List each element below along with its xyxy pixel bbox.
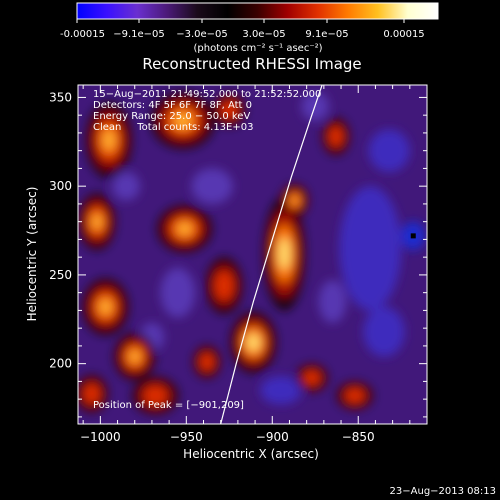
heatmap-high-region <box>199 353 214 371</box>
y-tick-label: 200 <box>49 357 72 371</box>
chart-title: Reconstructed RHESSI Image <box>142 55 361 73</box>
heatmap-high-region <box>173 112 193 129</box>
y-tick-label: 250 <box>49 268 72 282</box>
plot-area: −1000 −950 −900 −850 200 250 300 350 <box>49 84 428 444</box>
heatmap-high-region <box>91 213 103 230</box>
heatmap-high-region <box>345 388 365 403</box>
heatmap-low-region <box>363 306 405 357</box>
x-axis-label: Heliocentric X (arcsec) <box>183 447 319 461</box>
heatmap-high-region <box>278 237 291 270</box>
x-tick-label: −950 <box>170 430 203 444</box>
heatmap-high-region <box>143 385 168 406</box>
colorbar: -0.00015 −9.1e−05 −3.0e−05 3.0e−05 9.1e−05 0.… <box>60 2 439 54</box>
x-tick-label: −850 <box>342 430 375 444</box>
heatmap-low-region <box>368 129 410 172</box>
colorbar-tick-label: −3.0e−05 <box>176 29 228 40</box>
colorbar-tick-label: 3.0e−05 <box>242 29 285 40</box>
heatmap-low-region <box>191 168 233 204</box>
annotation-energy-range: Energy Range: 25.0 − 50.0 keV <box>93 111 250 122</box>
heatmap-low-region <box>160 267 195 318</box>
heatmap-low-region <box>112 171 140 201</box>
heatmap-high-region <box>83 384 100 404</box>
heatmap-high-region <box>290 195 299 206</box>
heatmap-high-region <box>303 370 320 386</box>
heatmap-high-region <box>98 298 113 315</box>
y-tick-label: 300 <box>49 179 72 193</box>
colorbar-ticks: -0.00015 −9.1e−05 −3.0e−05 3.0e−05 9.1e−05 0.… <box>60 19 425 40</box>
heatmap-high-region <box>246 333 260 352</box>
heatmap-high-region <box>221 101 238 119</box>
annotation-peak-position: Position of Peak = [−901,209] <box>93 400 244 411</box>
heatmap-high-region <box>128 349 141 364</box>
heatmap-low-region <box>339 186 402 311</box>
x-tick-label: −1000 <box>80 430 121 444</box>
axis-ticks: −1000 −950 −900 −850 200 250 300 350 <box>49 85 428 444</box>
minimum-marker <box>410 233 416 239</box>
heatmap-low-region <box>318 280 347 323</box>
heatmap-high-region <box>214 271 234 301</box>
info-annotations: 15−Aug−2011 21:49:52.000 to 21:52:52.000… <box>93 89 321 411</box>
colorbar-tick-label: 0.00015 <box>383 29 424 40</box>
annotation-clean-counts: Clean Total counts: 4.13E+03 <box>93 122 253 133</box>
footer-timestamp: 23−Aug−2013 08:13 <box>390 486 496 497</box>
solar-limb-line <box>220 85 323 424</box>
colorbar-gradient <box>76 2 439 20</box>
heatmap-low-region <box>260 376 302 405</box>
colorbar-unit-label: (photons cm⁻² s⁻¹ asec⁻²) <box>193 43 322 54</box>
heatmap-high-region <box>328 126 343 147</box>
colorbar-tick-label: −9.1e−05 <box>113 29 165 40</box>
heatmap-image <box>78 91 426 415</box>
heatmap-high-region <box>176 222 193 236</box>
plot-frame <box>77 84 428 425</box>
heatmap-high-region <box>102 129 116 151</box>
colorbar-tick-label: 9.1e−05 <box>305 29 348 40</box>
colorbar-tick-label: -0.00015 <box>60 29 105 40</box>
y-axis-label: Heliocentric Y (arcsec) <box>25 187 39 322</box>
y-tick-label: 350 <box>49 90 72 104</box>
annotation-time-range: 15−Aug−2011 21:49:52.000 to 21:52:52.000 <box>93 89 321 100</box>
x-tick-label: −900 <box>256 430 289 444</box>
annotation-detectors: Detectors: 4F 5F 6F 7F 8F, Att 0 <box>93 100 252 111</box>
